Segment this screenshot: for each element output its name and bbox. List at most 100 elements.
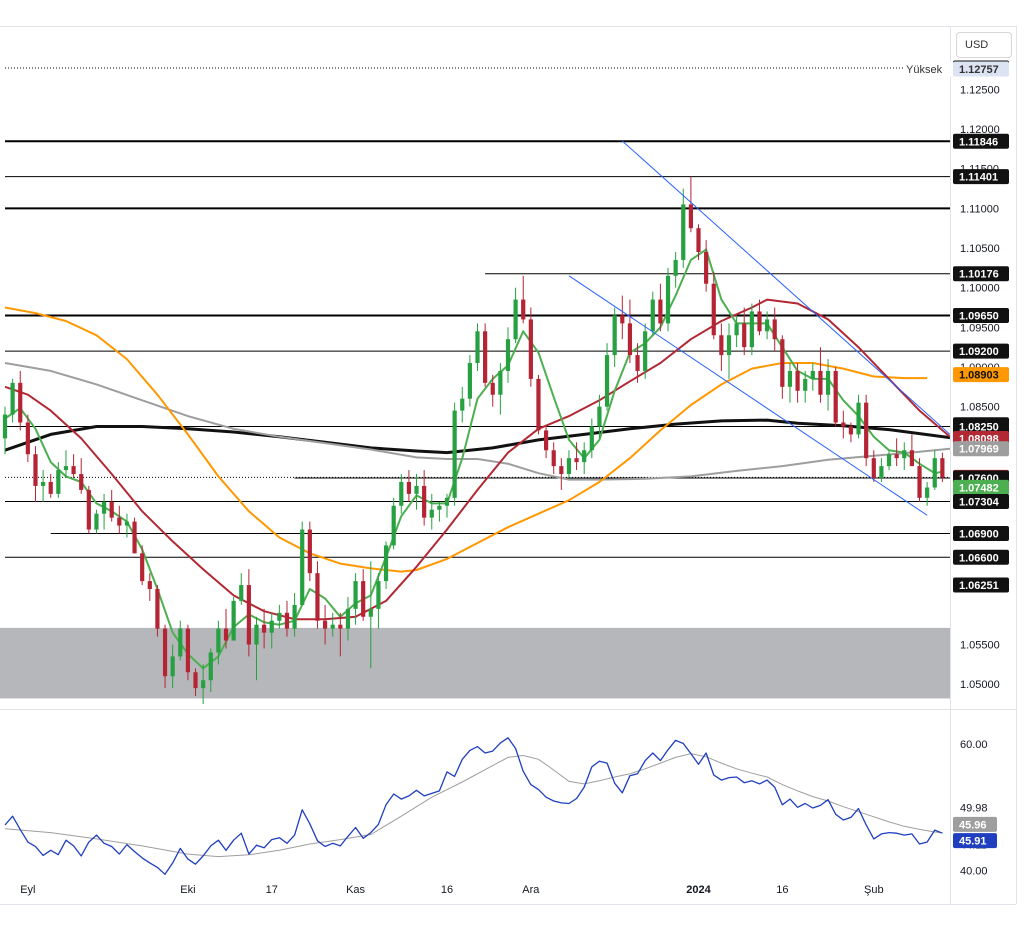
candle-body [48,481,53,494]
candle [513,287,518,344]
candle [650,291,655,336]
candle [551,442,556,475]
candle [361,569,366,621]
candle-body [582,450,587,463]
price-badge-text: 1.06251 [959,580,999,592]
candle-body [589,426,594,451]
price-badge: 1.12757 Yüksek [903,61,1009,77]
price-badge-bg [953,479,1009,495]
candle [635,343,640,383]
candle-body [673,259,678,276]
candle-body [490,382,495,395]
price-badge-text: 1.11846 [959,136,998,148]
price-badge-bg [953,307,1009,323]
candle [269,612,274,649]
candle [262,608,267,649]
price-badge-bg [953,343,1009,359]
candle-body [239,585,244,601]
channel-line [621,140,950,435]
candle-body [338,624,343,629]
candle-body [216,628,221,653]
price-badge: 1.09200 [953,343,1009,359]
candle [886,450,892,471]
candle-body [643,331,648,371]
candle-body [322,620,328,629]
candle [772,307,777,352]
price-badge-bg [953,61,1009,77]
price-badge-bg [953,367,1009,383]
candle-body [726,335,732,356]
candle-body [704,252,709,284]
price-tick-label: 1.05500 [960,640,1000,652]
time-axis-label: Eyl [20,884,35,896]
candle [86,485,91,534]
price-badge: 1.07304 [953,493,1009,509]
price-badge: 1.08903 [953,367,1009,383]
candle-body [886,454,892,467]
candle [711,271,716,340]
candle [300,521,305,605]
candle [18,370,23,431]
candle-body [864,402,869,459]
price-badge: 1.07969 [953,441,1009,457]
candle-body [825,370,831,395]
candle [582,442,587,475]
price-badge-text: 1.07969 [959,444,999,456]
candle [315,561,320,629]
candle [528,307,533,387]
price-badge-bg [953,549,1009,565]
candle [33,446,38,502]
time-axis-label: 16 [776,884,788,896]
price-badge: 1.06600 [953,549,1009,565]
candle-body [262,624,267,633]
price-badge: 1.10176 [953,266,1009,282]
candle-body [422,485,427,518]
ma-line-ema_mid [4,298,950,621]
candle-body [140,553,145,582]
currency-button[interactable]: USD [956,32,1012,58]
candle [41,470,46,502]
candle-body [368,608,373,617]
rsi-tick-label: 49.98 [960,802,988,814]
candle [124,513,130,538]
channel-line [568,275,928,516]
candle-body [330,624,335,629]
candle [414,474,419,510]
candle-body [10,382,15,415]
candle [879,458,884,482]
candle [391,497,396,550]
price-badge-bg [953,418,1009,434]
candle [178,620,183,661]
candle-body [902,450,907,459]
price-badge-bg [953,266,1009,282]
candle-body [780,339,785,387]
candle [505,327,511,383]
candle [56,462,61,498]
candle [185,624,191,681]
candle-body [2,414,8,439]
candle-body [764,319,770,332]
candle [643,323,648,379]
candle [543,426,549,459]
candle-body [414,485,419,494]
rsi-pane [4,737,943,875]
price-badge-text: 1.07482 [959,482,999,494]
candle [902,442,907,471]
rsi-ma-line [4,753,943,858]
candle-body [810,370,815,379]
candle [162,624,168,689]
candle [810,363,815,391]
candle-body [650,299,655,332]
candle-body [292,604,297,629]
support-zone [0,627,950,699]
candle-body [201,680,206,689]
time-axis-label: 17 [266,884,278,896]
candle [155,585,160,637]
candle [239,573,244,605]
candle [406,470,412,502]
candle [749,303,754,356]
candle-body [513,299,518,340]
candle-body [223,628,229,641]
